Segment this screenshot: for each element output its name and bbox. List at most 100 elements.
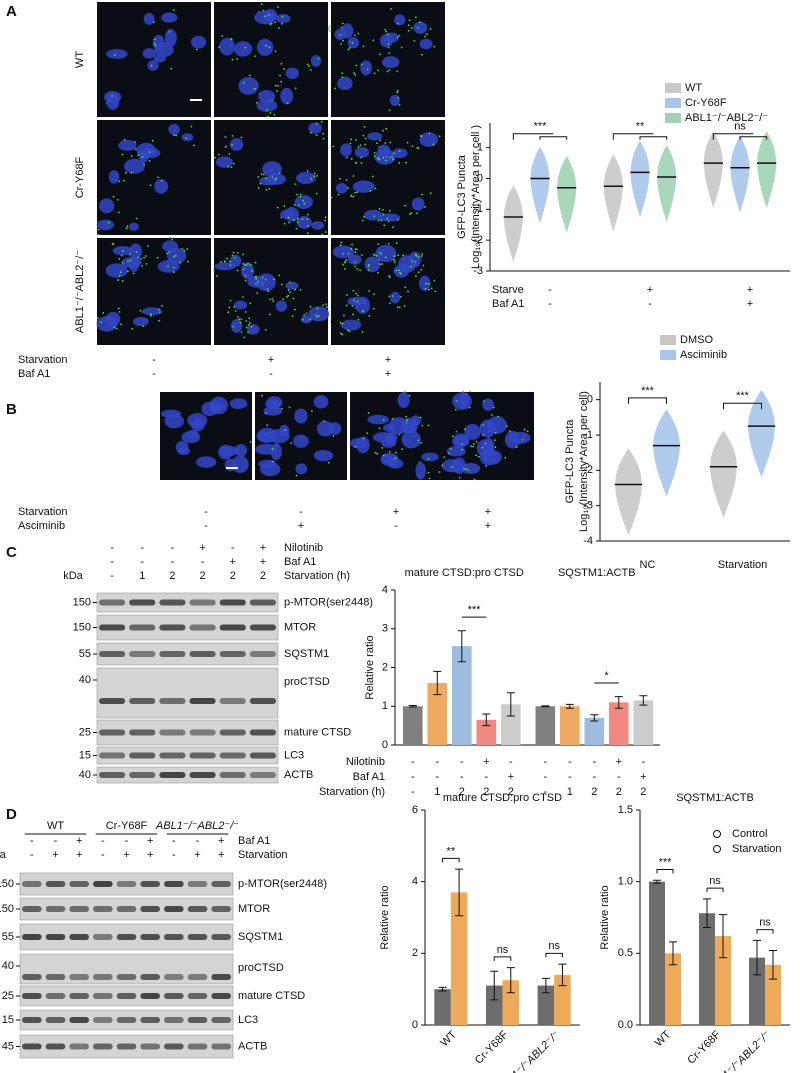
band: [69, 974, 89, 980]
band: [219, 698, 246, 704]
kda-marker: 40: [79, 769, 91, 781]
band: [140, 993, 160, 999]
puncta: [395, 269, 398, 272]
puncta: [481, 446, 484, 449]
puncta: [272, 300, 275, 303]
band: [249, 698, 276, 704]
puncta: [291, 315, 294, 318]
puncta: [230, 38, 233, 41]
puncta: [143, 163, 146, 166]
puncta: [482, 423, 485, 426]
puncta: [347, 252, 350, 255]
puncta: [377, 243, 380, 246]
puncta: [148, 151, 151, 154]
y-tick-label: 2: [412, 947, 418, 959]
label: -: [171, 556, 175, 568]
nucleus: [160, 409, 181, 419]
label: -: [125, 835, 129, 847]
puncta: [168, 31, 171, 33]
puncta: [367, 265, 370, 268]
puncta: [421, 424, 424, 427]
label: Starvation (h): [284, 570, 350, 582]
violin: [730, 135, 750, 213]
puncta: [389, 141, 392, 144]
y-tick-label: -2: [583, 464, 593, 476]
puncta: [394, 261, 396, 264]
puncta: [229, 264, 232, 267]
puncta: [462, 390, 464, 393]
puncta: [249, 441, 252, 443]
label: +: [218, 849, 224, 861]
band: [140, 1043, 160, 1050]
puncta: [408, 394, 411, 397]
nucleus: [96, 219, 115, 231]
chart-title: SQSTM1:ACTB: [558, 567, 636, 579]
puncta: [379, 53, 381, 56]
band: [45, 881, 66, 887]
puncta: [190, 125, 193, 128]
puncta: [262, 173, 265, 176]
puncta: [216, 274, 218, 277]
band: [22, 1043, 42, 1050]
puncta: [427, 282, 430, 285]
nucleus: [311, 221, 325, 230]
puncta: [367, 269, 370, 272]
puncta: [390, 8, 392, 10]
puncta: [324, 216, 327, 219]
puncta: [458, 476, 461, 479]
blot-strip: [96, 614, 279, 641]
puncta: [257, 175, 260, 178]
puncta: [97, 233, 100, 236]
puncta: [384, 28, 387, 31]
bar: [452, 646, 472, 745]
puncta: [504, 456, 507, 459]
nucleus: [375, 244, 397, 263]
nucleus: [421, 452, 439, 462]
puncta: [381, 208, 384, 211]
y-tick-label: -1: [473, 203, 483, 215]
puncta: [296, 193, 299, 196]
nucleus: [363, 209, 383, 221]
nucleus: [143, 12, 155, 25]
puncta: [448, 452, 451, 455]
puncta: [373, 293, 375, 296]
violin: [630, 140, 650, 218]
puncta: [417, 439, 420, 442]
band-label: proCTSD: [284, 676, 330, 688]
nucleus: [332, 245, 355, 259]
puncta: [192, 144, 195, 147]
nucleus: [234, 300, 248, 310]
bar: [699, 913, 715, 1025]
puncta: [347, 48, 350, 51]
puncta: [415, 275, 417, 278]
puncta: [299, 288, 302, 291]
puncta: [260, 173, 263, 175]
row-label: ABL1⁻/⁻ABL2⁻/⁻: [74, 250, 86, 333]
significance: ***: [659, 856, 673, 868]
puncta: [376, 254, 378, 257]
puncta: [346, 156, 348, 159]
band: [189, 698, 216, 704]
puncta: [345, 178, 348, 181]
label: -: [548, 284, 552, 296]
y-tick-label: 1.0: [618, 876, 633, 888]
band: [164, 881, 184, 887]
puncta: [229, 299, 232, 302]
puncta: [483, 400, 485, 403]
y-axis-label: GFP-LC3 Puncta: [564, 419, 576, 504]
puncta: [245, 326, 248, 329]
puncta: [228, 153, 231, 155]
puncta: [337, 193, 340, 196]
puncta: [455, 430, 458, 433]
label: kDa: [0, 849, 7, 861]
puncta: [276, 206, 279, 209]
nucleus: [263, 406, 283, 416]
puncta: [317, 57, 320, 60]
puncta: [265, 188, 268, 191]
nucleus: [364, 256, 381, 273]
puncta: [367, 412, 370, 414]
puncta: [274, 21, 276, 24]
puncta: [305, 312, 308, 315]
violin: [703, 131, 723, 208]
error-bar: [669, 941, 677, 966]
